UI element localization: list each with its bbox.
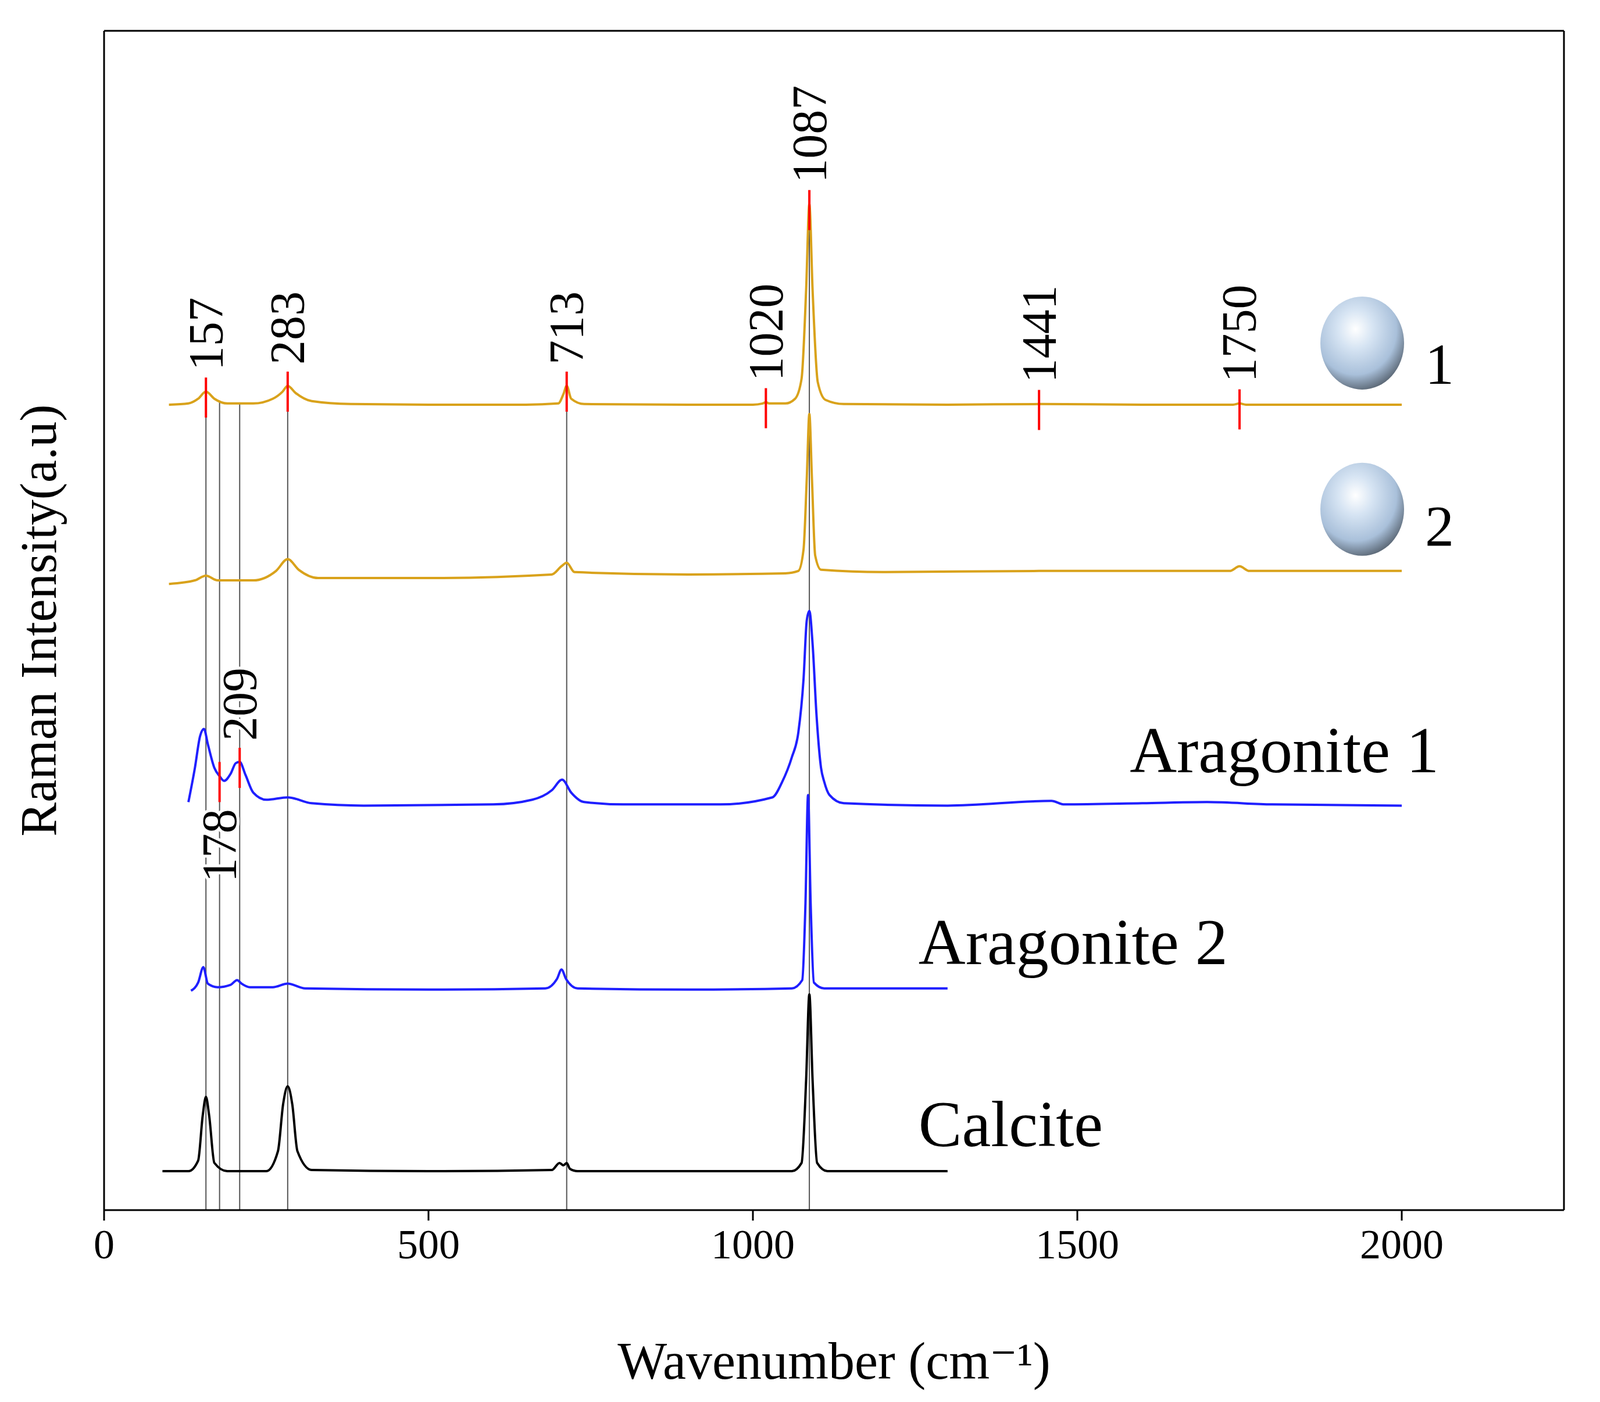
svg-text:1020: 1020 xyxy=(738,283,794,381)
svg-text:1087: 1087 xyxy=(782,85,837,184)
svg-text:500: 500 xyxy=(397,1220,460,1268)
svg-text:283: 283 xyxy=(260,291,315,365)
svg-text:Wavenumber (cm⁻¹): Wavenumber (cm⁻¹) xyxy=(617,1331,1050,1391)
svg-text:Aragonite 2: Aragonite 2 xyxy=(918,905,1228,978)
svg-text:1: 1 xyxy=(1425,331,1455,397)
svg-text:178: 178 xyxy=(192,808,247,882)
svg-text:1500: 1500 xyxy=(1035,1220,1120,1268)
svg-text:0: 0 xyxy=(93,1220,115,1268)
svg-text:2: 2 xyxy=(1425,493,1455,559)
svg-text:157: 157 xyxy=(179,297,234,371)
svg-text:Raman Intensity(a.u): Raman Intensity(a.u) xyxy=(10,404,67,837)
svg-text:1441: 1441 xyxy=(1012,285,1067,384)
svg-text:1000: 1000 xyxy=(711,1220,795,1268)
svg-text:Aragonite 1: Aragonite 1 xyxy=(1129,713,1439,787)
svg-text:2000: 2000 xyxy=(1359,1220,1444,1268)
svg-text:209: 209 xyxy=(212,667,267,741)
svg-text:713: 713 xyxy=(539,291,594,365)
svg-text:Calcite: Calcite xyxy=(918,1087,1103,1160)
svg-text:1750: 1750 xyxy=(1212,284,1267,383)
